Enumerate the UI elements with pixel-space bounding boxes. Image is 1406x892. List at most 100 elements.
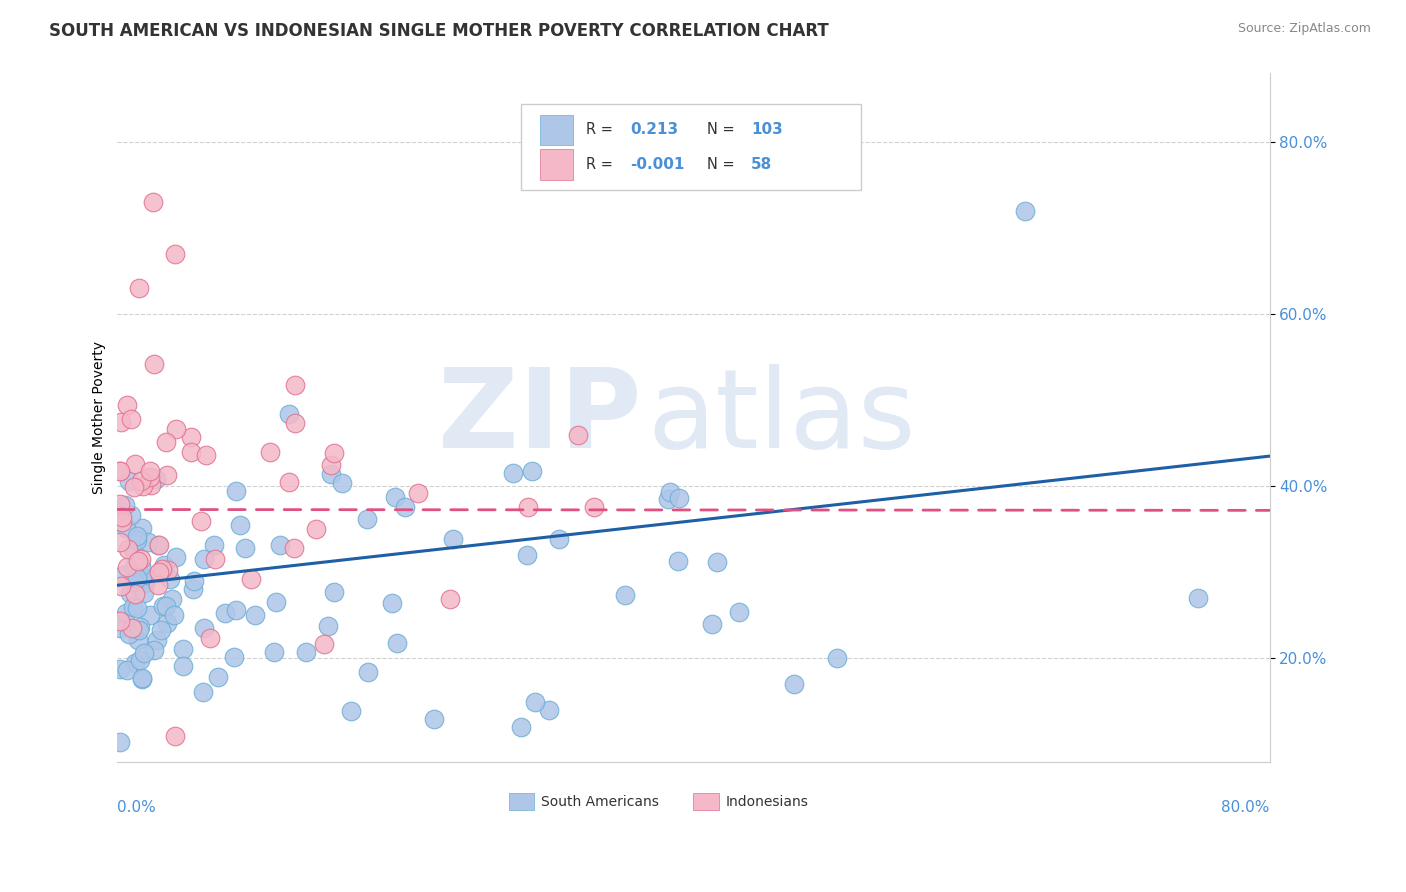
Point [163,608,186,623]
Point [195,448,218,462]
Point [128,623,150,637]
Point [155,435,177,450]
Point [142,195,165,210]
Point [283,541,305,555]
Point [423,712,446,726]
Point [115,520,138,534]
Point [159,572,181,586]
Point [152,558,174,573]
Text: R =: R = [586,122,613,137]
Point [394,500,416,514]
Point [136,535,159,549]
Point [381,597,404,611]
Point [240,572,263,586]
Text: -0.001: -0.001 [630,157,685,172]
Point [294,645,316,659]
Point [115,664,138,678]
Point [516,548,538,562]
Point [356,512,378,526]
Point [191,685,214,699]
Point [160,591,183,606]
Point [312,636,335,650]
Point [125,533,148,548]
Point [204,552,226,566]
Point [128,281,150,295]
Point [522,464,544,478]
Point [145,471,167,485]
Point [110,534,132,549]
Point [180,430,202,444]
Point [666,554,689,568]
Text: atlas: atlas [647,364,915,471]
Bar [509,794,534,810]
Point [269,538,291,552]
Point [243,607,266,622]
Point [357,665,380,680]
Point [156,563,179,577]
Point [124,656,146,670]
Point [132,478,155,492]
Point [263,645,285,659]
Point [156,616,179,631]
Point [122,574,145,589]
Point [406,486,429,500]
Point [139,469,162,483]
Point [214,607,236,621]
Point [181,582,204,596]
Point [131,521,153,535]
Point [127,633,149,648]
Point [224,649,246,664]
Point [129,474,152,488]
Point [111,567,134,582]
Point [156,468,179,483]
Point [548,533,571,547]
Point [111,510,134,524]
Point [120,412,142,426]
Point [284,378,307,392]
Point [264,595,287,609]
Point [129,559,152,574]
Point [110,415,132,429]
Text: 103: 103 [751,122,783,137]
Text: Indonesians: Indonesians [725,795,808,809]
Point [583,500,606,515]
Point [122,600,145,615]
Point [110,735,132,749]
Point [385,636,408,650]
Point [277,475,299,490]
Point [125,600,148,615]
Point [165,422,187,436]
Point [148,538,170,552]
Point [728,605,751,619]
Point [259,445,281,459]
Text: 0.213: 0.213 [630,122,678,137]
Point [150,562,173,576]
Point [330,475,353,490]
Point [827,651,849,665]
Point [134,586,156,600]
Point [139,464,162,478]
Point [193,621,215,635]
Point [117,559,139,574]
Point [183,574,205,588]
Bar [693,794,718,810]
Point [128,653,150,667]
Point [509,720,531,734]
Point [614,588,637,602]
Point [127,554,149,568]
Point [323,584,346,599]
Point [118,627,141,641]
Point [117,397,139,411]
Point [155,599,177,614]
Point [172,642,194,657]
Point [122,543,145,558]
Point [128,566,150,580]
Point [118,475,141,489]
Point [110,662,132,676]
Point [1014,203,1036,218]
Bar [540,149,572,179]
Point [658,484,681,499]
Point [225,603,247,617]
Point [118,586,141,600]
Point [110,614,132,628]
